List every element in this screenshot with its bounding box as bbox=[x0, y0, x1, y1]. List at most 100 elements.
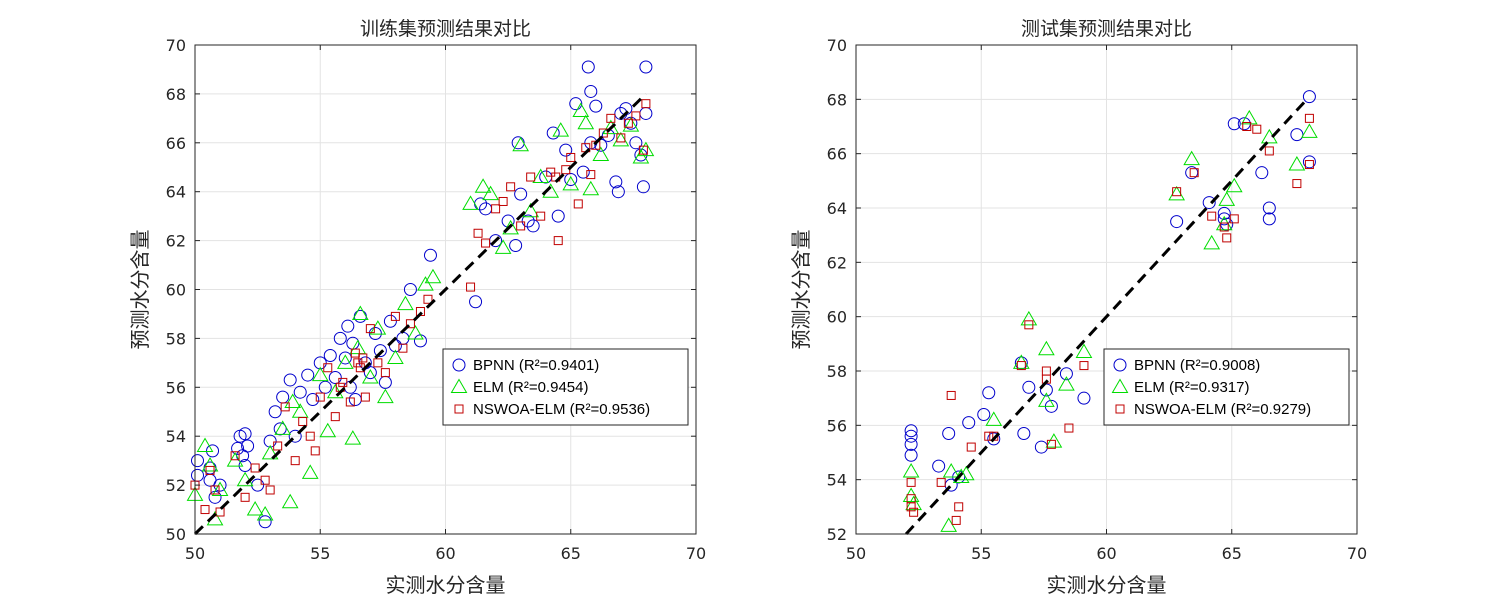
test-y-tick-label: 68 bbox=[827, 90, 847, 109]
train-y-tick-label: 62 bbox=[166, 232, 186, 251]
train-nswoa-elm-point bbox=[373, 358, 383, 368]
test-x-axis-label: 实测水分含量 bbox=[1047, 573, 1167, 597]
test-elm-point bbox=[1218, 191, 1236, 206]
train-nswoa-elm-point bbox=[265, 485, 275, 495]
train-nswoa-elm-point bbox=[405, 319, 415, 329]
train-nswoa-elm-point bbox=[298, 417, 308, 427]
train-x-tick-label: 55 bbox=[310, 544, 330, 563]
train-bpnn-point bbox=[576, 165, 590, 179]
train-bpnn-point bbox=[293, 385, 307, 399]
train-bpnn-point bbox=[629, 136, 643, 150]
test-bpnn-point bbox=[1290, 128, 1304, 142]
train-bpnn-point bbox=[368, 327, 382, 341]
train-series-bpnn bbox=[191, 60, 653, 529]
test-nswoa-elm-point bbox=[1252, 124, 1262, 134]
test-elm-point bbox=[952, 468, 970, 483]
test-legend-elm-marker bbox=[1111, 378, 1129, 393]
train-elm-point bbox=[502, 219, 519, 235]
train-bpnn-point bbox=[301, 368, 315, 382]
test-elm-point bbox=[1038, 340, 1055, 356]
test-legend-nswoa-elm-symbol bbox=[1115, 404, 1125, 414]
test-nswoa-elm-point bbox=[946, 390, 956, 400]
train-nswoa-elm-point bbox=[360, 392, 370, 402]
train-bpnn-point bbox=[539, 170, 553, 184]
test-bpnn-point bbox=[904, 448, 918, 462]
train-elm-point bbox=[387, 349, 404, 364]
test-nswoa-elm-point bbox=[1242, 122, 1252, 131]
train-bpnn-point bbox=[353, 309, 367, 323]
train-series-elm bbox=[186, 102, 655, 526]
train-nswoa-elm-point bbox=[498, 196, 508, 206]
test-bpnn-point bbox=[987, 432, 1001, 446]
train-nswoa-elm-point bbox=[365, 324, 375, 334]
train-bpnn-point bbox=[383, 314, 397, 328]
train-y-tick-label: 54 bbox=[166, 427, 186, 446]
train-elm-point bbox=[582, 180, 600, 196]
train-bpnn-point bbox=[231, 441, 245, 455]
train-bpnn-point bbox=[238, 427, 252, 441]
test-reference-line bbox=[904, 98, 1309, 536]
train-elm-point bbox=[301, 464, 319, 479]
test-nswoa-elm-point bbox=[1222, 233, 1232, 243]
train-bpnn-point bbox=[258, 515, 272, 529]
train-marks bbox=[186, 60, 655, 529]
train-elm-point bbox=[236, 471, 254, 487]
test-bpnn-point bbox=[1302, 155, 1316, 169]
train-nswoa-elm-point bbox=[598, 128, 608, 138]
test-nswoa-elm-point bbox=[906, 502, 916, 512]
test-y-ticks: 52 54 56 58 60 62 64 66 68 70 bbox=[827, 36, 1357, 544]
test-y-tick-label: 62 bbox=[827, 253, 847, 272]
test-bpnn-point bbox=[942, 426, 956, 440]
test-elm-point bbox=[1225, 177, 1243, 193]
train-elm-point bbox=[256, 505, 274, 521]
test-x-tick-label: 55 bbox=[971, 544, 991, 563]
train-bpnn-point bbox=[526, 219, 540, 233]
train-nswoa-elm-point bbox=[310, 446, 320, 456]
test-nswoa-elm-point bbox=[906, 477, 916, 487]
train-nswoa-elm-point bbox=[506, 182, 516, 192]
test-elm-point bbox=[1075, 343, 1093, 358]
test-bpnn-point bbox=[904, 424, 918, 438]
test-legend-bpnn-symbol bbox=[1113, 358, 1127, 372]
test-nswoa-elm-point bbox=[1016, 361, 1026, 371]
train-elm-point bbox=[577, 114, 595, 130]
test-nswoa-elm-point bbox=[1024, 320, 1034, 330]
train-bpnn-point bbox=[514, 187, 528, 201]
train-y-tick-label: 56 bbox=[166, 378, 186, 397]
train-nswoa-elm-point bbox=[491, 204, 501, 214]
train-nswoa-elm-point bbox=[323, 363, 333, 373]
test-bpnn-point bbox=[1217, 206, 1231, 220]
test-y-tick-label: 52 bbox=[827, 525, 847, 544]
train-elm-point bbox=[246, 501, 264, 516]
train-nswoa-elm-point bbox=[345, 397, 355, 407]
test-nswoa-elm-point bbox=[1264, 146, 1274, 156]
train-nswoa-elm-point bbox=[561, 165, 571, 175]
train-bpnn-point bbox=[206, 444, 220, 458]
train-elm-point bbox=[407, 325, 424, 340]
test-bpnn-point bbox=[904, 437, 918, 451]
test-nswoa-elm-point bbox=[1079, 361, 1089, 371]
train-bpnn-point bbox=[373, 344, 387, 358]
train-elm-point bbox=[602, 119, 620, 135]
test-elm-point bbox=[1168, 185, 1186, 201]
test-bpnn-point bbox=[1302, 90, 1316, 104]
train-nswoa-elm-point bbox=[390, 311, 400, 321]
test-legend-bpnn: BPNN (R²=0.9008) bbox=[1134, 357, 1260, 374]
test-nswoa-elm-point bbox=[1064, 423, 1074, 433]
train-y-tick-label: 70 bbox=[166, 36, 186, 55]
train-elm-point bbox=[417, 276, 434, 291]
test-elm-point bbox=[1240, 109, 1258, 125]
train-elm-point bbox=[336, 354, 354, 369]
train-x-tick-label: 65 bbox=[561, 544, 581, 563]
train-nswoa-elm-point bbox=[200, 505, 210, 515]
train-elm-point bbox=[319, 422, 337, 438]
test-x-ticks: 50 55 60 65 70 bbox=[846, 45, 1367, 563]
train-bpnn-point bbox=[191, 468, 205, 482]
train-nswoa-elm-point bbox=[240, 492, 250, 502]
train-elm-point bbox=[211, 481, 229, 496]
train-elm-point bbox=[344, 430, 362, 445]
train-bpnn-point bbox=[639, 60, 653, 74]
train-bpnn-point bbox=[191, 454, 205, 468]
train-elm-point bbox=[612, 131, 630, 147]
